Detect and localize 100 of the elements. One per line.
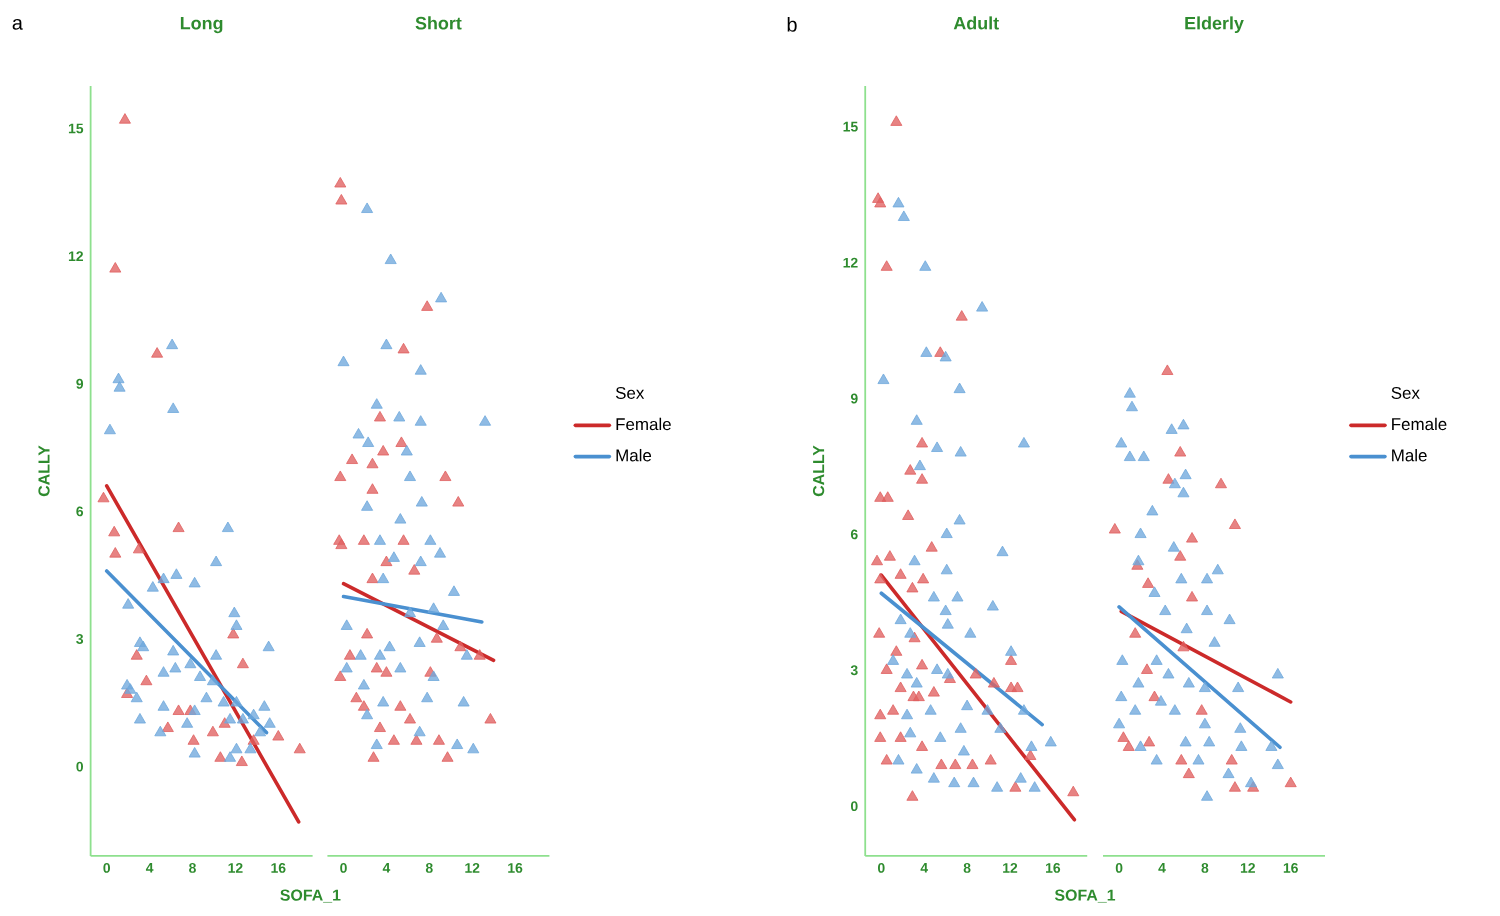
point	[230, 742, 243, 754]
point	[228, 606, 241, 618]
chart-title: Long	[180, 17, 223, 34]
point	[1123, 450, 1136, 461]
text: b	[787, 17, 797, 32]
point	[400, 445, 413, 456]
point	[961, 699, 974, 711]
point	[387, 551, 400, 562]
point	[354, 649, 367, 660]
point	[140, 674, 153, 686]
point	[366, 572, 379, 584]
point	[1150, 754, 1163, 765]
point	[1174, 446, 1187, 457]
point	[1201, 790, 1213, 801]
point	[235, 755, 248, 766]
point	[1115, 690, 1128, 702]
point	[441, 751, 454, 762]
point	[167, 644, 180, 656]
point	[953, 513, 966, 525]
point	[167, 402, 180, 413]
point	[874, 708, 887, 720]
point	[293, 742, 306, 754]
point	[170, 568, 183, 579]
point	[340, 619, 353, 630]
point	[1235, 740, 1248, 751]
point	[361, 202, 374, 213]
point	[1222, 767, 1235, 779]
point	[1201, 604, 1213, 615]
point	[132, 542, 145, 554]
point	[367, 751, 380, 762]
point	[181, 717, 194, 728]
point	[210, 555, 223, 567]
point	[415, 496, 428, 507]
point	[1014, 772, 1027, 783]
point	[454, 640, 467, 652]
point	[384, 253, 397, 264]
point	[109, 262, 122, 273]
point	[871, 554, 883, 566]
point	[357, 679, 370, 690]
point	[434, 547, 446, 558]
point	[991, 781, 1004, 792]
point	[941, 618, 954, 629]
point	[916, 658, 928, 670]
point	[427, 602, 440, 613]
point	[1009, 781, 1022, 792]
point	[1134, 740, 1147, 751]
point	[1018, 436, 1030, 448]
point	[424, 534, 437, 545]
point	[254, 725, 266, 737]
point	[874, 196, 887, 208]
point	[230, 619, 243, 630]
point	[1195, 704, 1208, 715]
point	[130, 649, 143, 660]
point	[1025, 740, 1038, 751]
point	[413, 636, 426, 647]
point	[184, 657, 197, 669]
point	[890, 115, 903, 126]
chart-title: Short	[415, 16, 462, 30]
point	[457, 696, 470, 707]
point	[1132, 677, 1145, 688]
point	[920, 346, 933, 357]
point	[913, 459, 926, 471]
point	[1284, 776, 1297, 788]
point	[263, 717, 276, 728]
point	[200, 691, 213, 703]
point	[188, 747, 201, 758]
point	[337, 355, 350, 367]
point	[380, 338, 393, 350]
point	[433, 734, 445, 745]
point	[1150, 654, 1163, 665]
point	[410, 734, 423, 745]
point	[1115, 436, 1128, 448]
point	[1174, 550, 1187, 561]
point	[897, 210, 910, 221]
point	[122, 598, 135, 609]
point	[467, 742, 480, 754]
legend-label: Female	[1392, 417, 1447, 431]
point	[917, 572, 930, 584]
point	[335, 194, 348, 205]
point	[484, 713, 497, 724]
point	[908, 554, 921, 566]
point	[437, 619, 450, 630]
point	[931, 663, 944, 674]
point	[439, 470, 452, 481]
point	[366, 483, 379, 494]
point	[134, 713, 146, 724]
point	[206, 725, 219, 737]
point	[1162, 473, 1175, 484]
point	[370, 661, 383, 673]
point	[1028, 781, 1041, 792]
point	[1201, 572, 1213, 584]
point	[366, 457, 379, 469]
point	[1228, 518, 1241, 529]
point	[451, 738, 464, 749]
point	[1182, 767, 1195, 779]
point	[227, 627, 240, 639]
point	[187, 734, 200, 745]
point	[984, 754, 997, 765]
chart-title: Adult	[953, 16, 999, 30]
point	[473, 649, 486, 660]
